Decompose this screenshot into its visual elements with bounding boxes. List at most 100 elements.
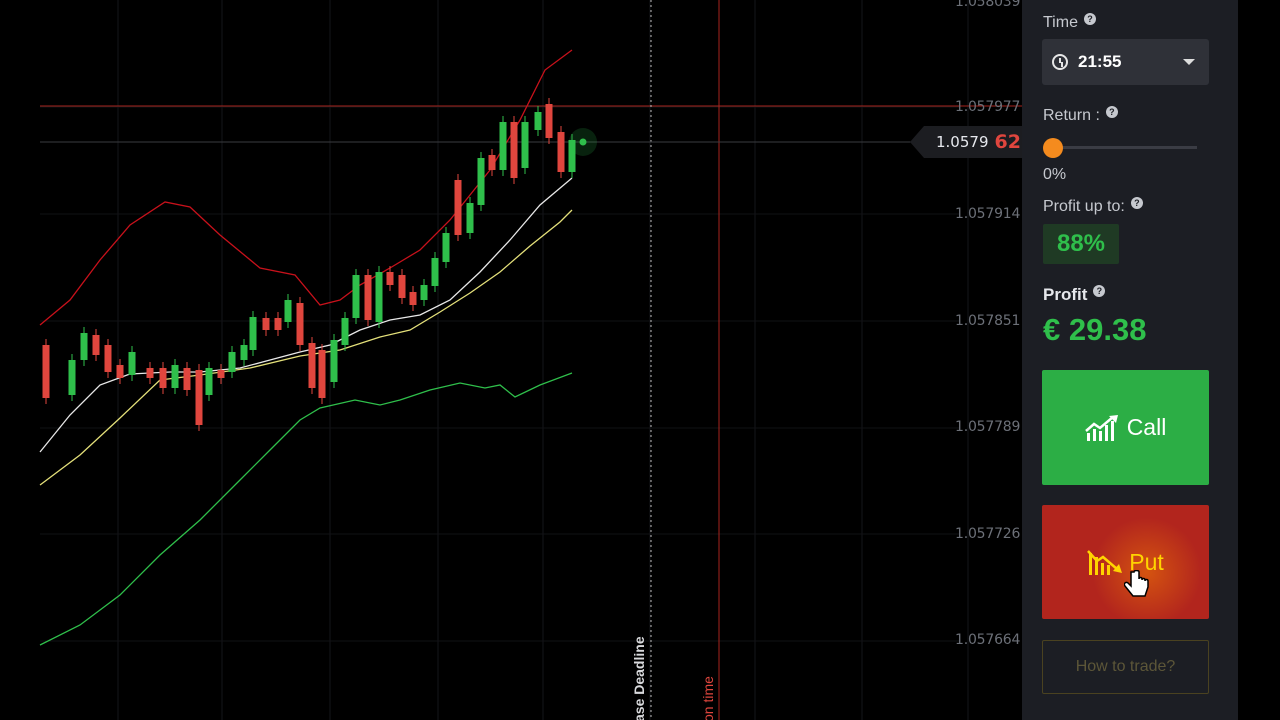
bull-candle xyxy=(431,252,439,292)
bear-candle xyxy=(217,364,225,384)
question-icon[interactable]: ? xyxy=(1130,197,1143,209)
candle-body xyxy=(308,343,316,388)
candle-body xyxy=(510,122,518,178)
candle-body xyxy=(92,335,100,355)
candle-body xyxy=(171,365,179,388)
question-icon[interactable]: ? xyxy=(1083,13,1096,25)
time-select[interactable]: 21:55 xyxy=(1042,39,1209,85)
candle-body xyxy=(183,368,191,390)
chevron-down-icon xyxy=(1183,59,1195,65)
candle-body xyxy=(205,368,213,395)
time-value: 21:55 xyxy=(1078,52,1122,71)
candle-body xyxy=(488,155,496,170)
call-button[interactable]: Call xyxy=(1042,370,1209,485)
candle-body xyxy=(228,352,236,372)
price-chart[interactable]: 1.058039 1.057977 1.057914 1.057851 1.05… xyxy=(0,0,1022,720)
bull-candle xyxy=(521,116,529,174)
candle-body xyxy=(568,140,576,172)
return-value: 0% xyxy=(1043,166,1067,183)
candle-body xyxy=(274,318,282,330)
current-price-tag: 1.0579 62 xyxy=(910,126,1022,158)
price-axis-label: 1.058039 xyxy=(955,0,1021,10)
candle-body xyxy=(364,275,372,320)
clock-icon xyxy=(1052,54,1068,70)
bear-candle xyxy=(409,286,417,311)
bear-candle xyxy=(159,362,167,394)
candle-body xyxy=(477,158,485,205)
bull-candle xyxy=(499,116,507,176)
bull-candle xyxy=(352,269,360,324)
purchase-deadline-label: ase Deadline xyxy=(631,636,647,720)
bear-candle xyxy=(116,359,124,384)
candle-body xyxy=(352,275,360,318)
candle-body xyxy=(375,272,383,322)
bear-candle xyxy=(557,126,565,178)
bull-candle xyxy=(330,334,338,388)
candle-body xyxy=(454,180,462,235)
candle-body xyxy=(466,203,474,233)
candle-body xyxy=(284,300,292,322)
bear-candle xyxy=(454,174,462,241)
bull-candle xyxy=(80,327,88,366)
return-label: Return : ? xyxy=(1043,106,1118,125)
candlestick-chart[interactable] xyxy=(0,0,1022,720)
candle-body xyxy=(318,350,326,398)
candle-body xyxy=(195,370,203,425)
bear-candle xyxy=(262,312,270,336)
bull-candle xyxy=(477,152,485,211)
bear-candle xyxy=(364,269,372,326)
candle-body xyxy=(330,340,338,382)
candle-body xyxy=(296,303,304,345)
call-label: Call xyxy=(1126,414,1167,440)
bear-candle xyxy=(296,297,304,351)
bear-candle xyxy=(274,312,282,336)
candle-body xyxy=(80,333,88,360)
question-icon[interactable]: ? xyxy=(1105,106,1118,118)
bear-candle xyxy=(42,339,50,404)
candle-body xyxy=(409,292,417,305)
candle-body xyxy=(128,352,136,375)
bear-candle xyxy=(398,269,406,304)
bear-candle xyxy=(308,337,316,394)
profit-up-label: Profit up to: ? xyxy=(1043,197,1143,216)
candle-body xyxy=(146,368,154,378)
bull-candle xyxy=(171,359,179,394)
candle-body xyxy=(104,345,112,372)
candle-body xyxy=(557,132,565,172)
current-price-main: 1.0579 xyxy=(936,133,989,151)
slider-track[interactable] xyxy=(1051,146,1197,149)
bull-candle xyxy=(466,197,474,239)
candle-body xyxy=(116,365,124,378)
chart-up-icon xyxy=(1084,414,1121,441)
expiration-time-label: on time xyxy=(700,676,716,720)
slider-handle[interactable] xyxy=(1043,138,1063,158)
bull-candle xyxy=(568,134,576,178)
moving-average-fast-line xyxy=(39,177,573,453)
candle-body xyxy=(217,370,225,378)
candle-body xyxy=(42,345,50,398)
bear-candle xyxy=(318,344,326,404)
return-slider[interactable] xyxy=(1043,138,1199,158)
put-button[interactable]: Put xyxy=(1042,505,1209,619)
time-label: Time ? xyxy=(1043,13,1096,32)
lower-band-line xyxy=(39,372,573,646)
candle-body xyxy=(420,285,428,300)
mouse-pointer-icon xyxy=(1123,569,1150,609)
bull-candle xyxy=(205,362,213,401)
candle-body xyxy=(545,104,553,138)
bull-candle xyxy=(534,106,542,136)
right-edge-strip xyxy=(1238,0,1280,720)
bear-candle xyxy=(104,339,112,378)
profit-percentage-badge: 88% xyxy=(1043,224,1119,264)
bull-candle xyxy=(128,346,136,381)
bear-candle xyxy=(146,362,154,384)
bear-candle xyxy=(386,266,394,291)
price-axis-label: 1.057664 xyxy=(955,632,1021,648)
candle-body xyxy=(159,368,167,388)
candle-body xyxy=(68,360,76,395)
question-icon[interactable]: ? xyxy=(1093,285,1106,297)
how-to-trade-button[interactable]: How to trade? xyxy=(1042,640,1209,694)
bull-candle xyxy=(284,294,292,328)
candle-body xyxy=(341,318,349,345)
hover-glow xyxy=(1092,517,1202,619)
